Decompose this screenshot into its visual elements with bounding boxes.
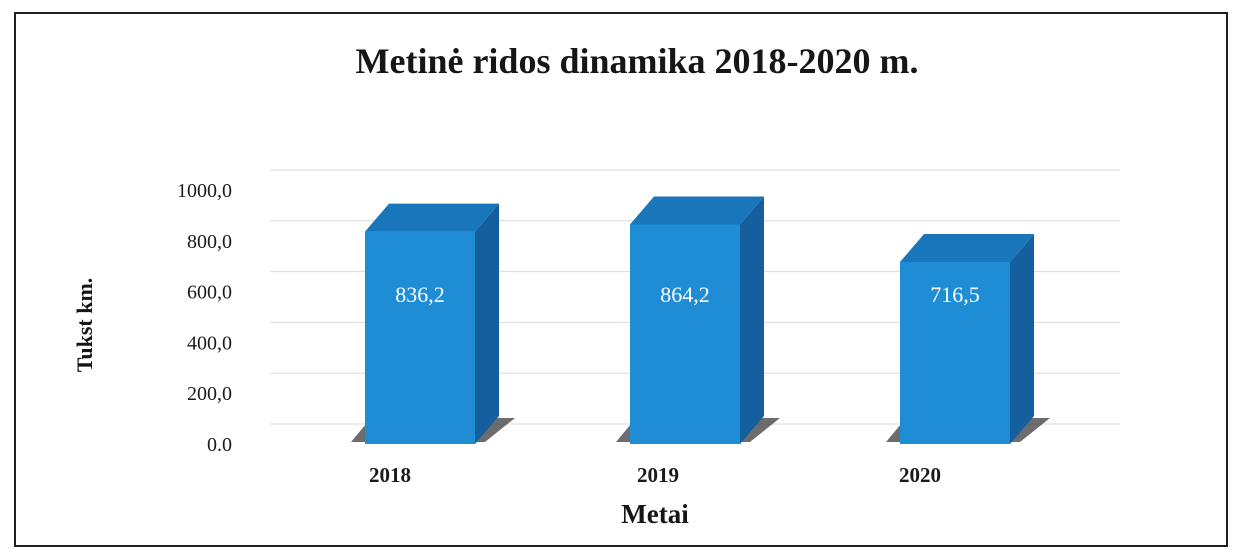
bars: 836,2 864,2 716,5 [365,196,1034,444]
x-tick-label: 2020 [899,463,941,487]
data-label: 864,2 [660,282,710,307]
bar-top [900,234,1034,263]
chart-title: Metinė ridos dinamika 2018-2020 m. [356,41,919,81]
bar-2018: 836,2 [365,203,499,444]
bar-2019: 864,2 [630,196,764,444]
data-label: 836,2 [395,282,445,307]
bar-side [740,196,764,444]
x-tick-label: 2019 [637,463,679,487]
bar-front [900,262,1010,444]
bar-front [630,224,740,444]
y-tick-label: 1000,0 [177,180,232,202]
y-axis-title: Tukst km. [72,278,97,373]
y-tick-label: 200,0 [187,383,232,405]
bar-side [1010,234,1034,444]
bar-top [630,196,764,225]
bar-front [365,231,475,444]
bar-side [475,203,499,444]
y-tick-labels: 0.0 200,0 400,0 600,0 800,0 1000,0 [177,180,232,456]
bar-2020: 716,5 [900,234,1034,444]
y-tick-label: 0.0 [207,434,232,456]
data-label: 716,5 [930,282,980,307]
x-tick-label: 2018 [369,463,411,487]
bar-top [365,203,499,232]
x-tick-labels: 2018 2019 2020 [369,463,941,487]
x-axis-title: Metai [621,499,689,529]
y-tick-label: 600,0 [187,282,232,304]
y-tick-label: 800,0 [187,231,232,253]
y-tick-label: 400,0 [187,332,232,354]
